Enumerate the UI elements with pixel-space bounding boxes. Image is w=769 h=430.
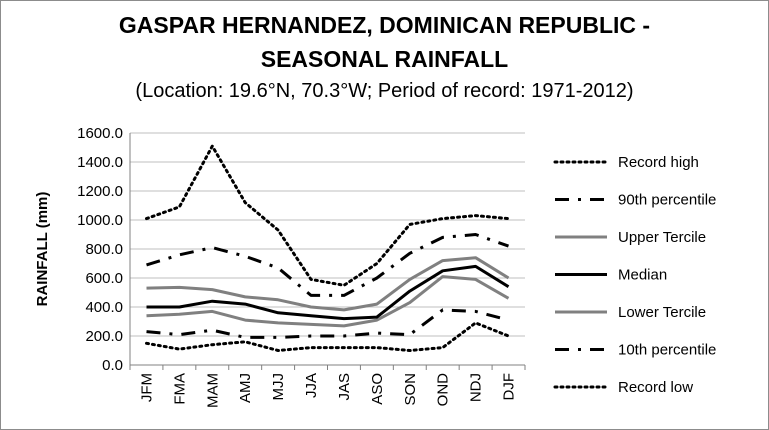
- chart-title-line-2: SEASONAL RAINFALL: [260, 46, 509, 72]
- series-line-lower-tercile: [146, 275, 510, 328]
- series-line-10th-percentile: [146, 308, 509, 339]
- x-tick-label: DJF: [501, 373, 518, 401]
- legend-label: Lower Tercile: [618, 304, 706, 321]
- x-tick-label: JJA: [303, 373, 320, 398]
- chart-title-line-1: GASPAR HERNANDEZ, DOMINICAN REPUBLIC -: [118, 12, 651, 38]
- y-axis-title: RAINFALL (mm): [34, 192, 51, 307]
- y-tick-label: 1600.0: [77, 125, 123, 142]
- x-tick-label: NDJ: [468, 373, 485, 402]
- legend-label: Median: [618, 267, 667, 284]
- x-tick-label: FMA: [171, 373, 188, 405]
- y-tick-label: 1200.0: [77, 183, 123, 200]
- x-tick-label: AMJ: [237, 373, 254, 403]
- x-tick-label: OND: [435, 373, 452, 407]
- legend-label: Upper Tercile: [618, 229, 706, 246]
- y-tick-label: 400.0: [85, 299, 123, 316]
- y-tick-label: 600.0: [85, 270, 123, 287]
- x-tick-label: SON: [402, 373, 419, 406]
- chart-subtitle: (Location: 19.6°N, 70.3°W; Period of rec…: [135, 80, 634, 102]
- series-line-record-low: [145, 321, 510, 352]
- y-tick-label: 200.0: [85, 328, 123, 345]
- series-line-record-high: [145, 144, 510, 287]
- y-tick-label: 800.0: [85, 241, 123, 258]
- series-line-90th-percentile: [146, 233, 509, 297]
- y-tick-label: 1400.0: [77, 154, 123, 171]
- y-tick-label: 0.0: [102, 357, 123, 374]
- series-line-upper-tercile: [146, 256, 510, 312]
- legend-label: Record high: [618, 154, 699, 171]
- series-line-median: [146, 264, 510, 321]
- legend-label: 90th percentile: [618, 192, 716, 209]
- x-tick-label: JAS: [336, 373, 353, 401]
- legend-label: 10th percentile: [618, 342, 716, 359]
- y-tick-label: 1000.0: [77, 212, 123, 229]
- x-tick-label: JFM: [138, 373, 155, 402]
- x-tick-label: MJJ: [270, 373, 287, 401]
- x-tick-label: MAM: [204, 373, 221, 408]
- x-tick-label: ASO: [369, 373, 386, 405]
- legend-label: Record low: [618, 379, 693, 396]
